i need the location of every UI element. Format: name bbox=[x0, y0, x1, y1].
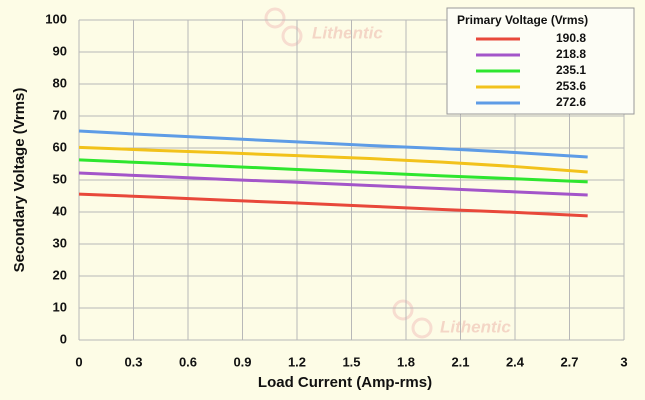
x-tick-label: 0.3 bbox=[124, 354, 142, 369]
y-tick-label: 100 bbox=[45, 11, 67, 26]
legend-label: 235.1 bbox=[556, 63, 586, 77]
y-tick-label: 50 bbox=[53, 171, 67, 186]
legend-label: 190.8 bbox=[556, 31, 586, 45]
legend-label: 272.6 bbox=[556, 95, 586, 109]
watermark: Lithentic bbox=[440, 317, 511, 336]
x-tick-label: 1.2 bbox=[288, 354, 306, 369]
y-tick-label: 0 bbox=[60, 331, 67, 346]
series-line bbox=[78, 145, 588, 174]
series-line bbox=[78, 129, 588, 159]
y-tick-label: 10 bbox=[53, 299, 67, 314]
y-tick-label: 40 bbox=[53, 203, 67, 218]
watermark-icon bbox=[392, 299, 414, 321]
x-tick-label: 2.4 bbox=[506, 354, 525, 369]
series-line bbox=[78, 192, 588, 218]
legend-label: 253.6 bbox=[556, 79, 586, 93]
series-line bbox=[78, 171, 588, 197]
x-tick-label: 2.1 bbox=[451, 354, 469, 369]
y-tick-label: 70 bbox=[53, 107, 67, 122]
x-tick-label: 0.9 bbox=[233, 354, 251, 369]
y-tick-label: 80 bbox=[53, 75, 67, 90]
y-tick-label: 60 bbox=[53, 139, 67, 154]
x-tick-label: 1.5 bbox=[342, 354, 360, 369]
watermark-group: Lithentic Lithentic bbox=[264, 7, 511, 339]
legend-label: 218.8 bbox=[556, 47, 586, 61]
y-tick-label: 30 bbox=[53, 235, 67, 250]
y-axis-title: Secondary Voltage (Vrms) bbox=[11, 88, 28, 273]
watermark-icon bbox=[411, 317, 433, 339]
legend-box bbox=[446, 7, 635, 115]
watermark: Lithentic bbox=[312, 23, 383, 42]
x-tick-label: 3 bbox=[620, 354, 627, 369]
x-axis-title: Load Current (Amp-rms) bbox=[258, 374, 432, 391]
legend: Primary Voltage (Vrms) 190.8 218.8 235.1 253… bbox=[446, 7, 635, 115]
watermark-icon bbox=[281, 25, 303, 47]
legend-title: Primary Voltage (Vrms) bbox=[457, 13, 588, 27]
y-tick-label: 90 bbox=[53, 43, 67, 58]
series-line bbox=[78, 158, 588, 184]
y-tick-label: 20 bbox=[53, 267, 67, 282]
x-tick-label: 2.7 bbox=[560, 354, 578, 369]
x-tick-label: 0 bbox=[75, 354, 82, 369]
x-tick-label: 0.6 bbox=[179, 354, 197, 369]
watermark-icon bbox=[264, 7, 286, 29]
x-tick-label: 1.8 bbox=[397, 354, 415, 369]
